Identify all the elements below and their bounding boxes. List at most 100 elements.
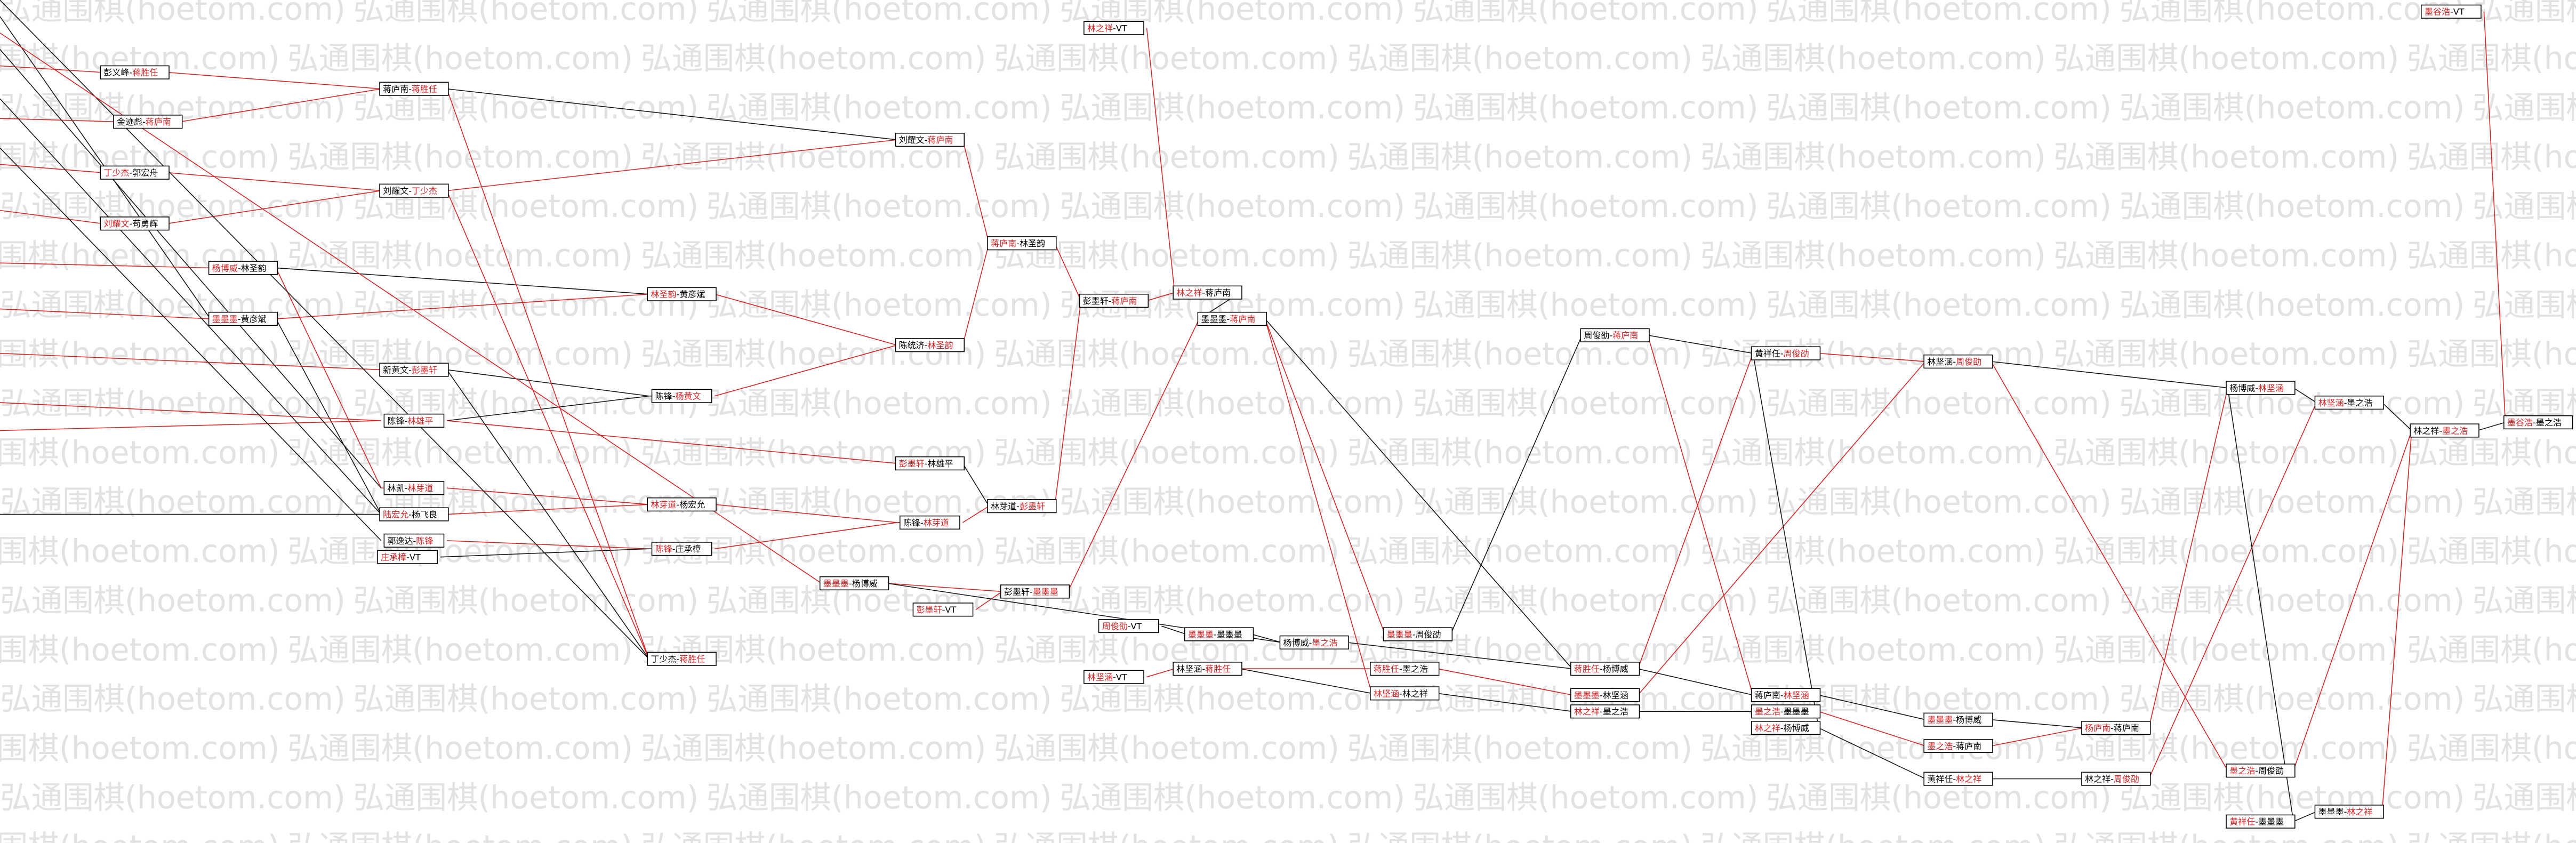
player-name: 墨墨墨 (1574, 690, 1600, 700)
player-name: 彭义峰 (103, 67, 129, 77)
match-node: 墨墨墨-林坚涵 (1570, 688, 1640, 702)
match-label: 林坚涵-周俊劭 (1927, 356, 1981, 366)
match-box (895, 456, 965, 471)
player-name: 刘耀文 (383, 186, 408, 196)
match-node: 周俊劭-蒋庐南 (1580, 328, 1650, 342)
player-name: 陈锋 (387, 415, 404, 425)
watermark-text: 弘通围棋(hoetom.com) (1347, 829, 1692, 843)
player-name: 彭墨轩 (917, 605, 942, 615)
player-name: 蒋庐南 (1230, 314, 1255, 324)
match-label: 林凯-林芽道 (387, 483, 433, 493)
match-node: 蒋庐南-林圣韵 (987, 236, 1057, 251)
separator: - (406, 552, 410, 562)
watermark-text: 弘通围棋(hoetom.com) (287, 533, 633, 569)
player-name: 林芽道 (991, 501, 1016, 511)
separator: - (1953, 774, 1956, 784)
player-name: 苟勇辉 (132, 219, 158, 229)
match-node: 陆宏允-杨飞良 (379, 507, 449, 521)
match-label: 林坚涵-林之祥 (1374, 688, 1428, 699)
watermark-text: 弘通围棋(hoetom.com) (2053, 336, 2399, 372)
player-name: 杨庐南 (2085, 723, 2110, 733)
player-name: 彭墨轩 (412, 365, 437, 375)
player-name: 墨谷浩 (2507, 417, 2533, 427)
separator: - (238, 263, 241, 273)
separator: - (1109, 295, 1112, 306)
match-box (100, 165, 170, 180)
watermark-text: 弘通围棋(hoetom.com) (0, 582, 346, 619)
watermark-text: 弘通围棋(hoetom.com) (0, 336, 280, 372)
match-node: 林坚涵-周俊劭 (1923, 354, 1993, 369)
match-label: 彭墨轩-蒋庐南 (1083, 295, 1137, 306)
separator: - (1128, 621, 1131, 631)
watermark-text: 弘通围棋(hoetom.com) (287, 139, 633, 175)
watermark-text: 弘通围棋(hoetom.com) (353, 681, 699, 717)
match-box (1570, 688, 1640, 702)
player-name: 郭宏舟 (132, 167, 158, 178)
watermark-text: 弘通围棋(hoetom.com) (353, 287, 699, 323)
player-name: 杨宏允 (679, 500, 705, 510)
match-box (1173, 285, 1242, 300)
separator: - (408, 84, 412, 94)
match-node: 陈锋-林雄平 (383, 413, 445, 428)
bracket-edge (0, 0, 649, 660)
match-box (1751, 721, 1821, 735)
watermark-text: 弘通围棋(hoetom.com) (1700, 632, 2046, 668)
match-node: 陈锋-林芽道 (899, 515, 960, 530)
match-box (899, 515, 960, 530)
watermark-text: 弘通围棋(hoetom.com) (1413, 287, 1759, 323)
watermark-text: 弘通围棋(hoetom.com) (2053, 435, 2399, 471)
player-name: 杨博威 (1784, 723, 1809, 733)
match-label: 周俊劭-蒋庐南 (1584, 330, 1638, 340)
player-name: 周俊劭 (2114, 774, 2139, 784)
match-box (651, 542, 712, 556)
match-node: 墨墨墨-林之祥 (2314, 805, 2384, 819)
bracket-edge (0, 262, 211, 269)
watermark-text: 弘通围棋(hoetom.com) (353, 582, 699, 619)
bracket-edge (0, 210, 102, 224)
match-box (1751, 704, 1821, 719)
match-label: 蒋庐南-蒋胜任 (383, 84, 437, 94)
player-name: VT (2453, 6, 2465, 17)
bracket-edge (0, 352, 381, 371)
match-node: 墨谷浩-墨之浩 (2503, 415, 2573, 430)
player-name: 蒋庐南 (1205, 287, 1231, 298)
player-name: 林坚涵 (2318, 397, 2344, 407)
match-node: 杨博威-墨之浩 (1279, 635, 1349, 649)
match-label: 陈锋-庄承樟 (655, 544, 701, 554)
match-node: 丁少杰-郭宏舟 (100, 165, 170, 180)
player-name: 墨墨墨 (1784, 706, 1809, 717)
separator: - (1780, 706, 1784, 717)
match-box (2314, 395, 2384, 410)
player-name: 蒋胜任 (679, 654, 705, 664)
player-name: 墨墨墨 (1188, 629, 1214, 639)
watermark-text: 弘通围棋(hoetom.com) (707, 386, 1052, 422)
player-name: 墨墨墨 (1927, 714, 1953, 725)
match-node: 墨之浩-墨墨墨 (1751, 704, 1821, 719)
match-node: 林之祥-VT (1084, 21, 1144, 35)
match-node: 杨博威-林圣韵 (208, 261, 278, 275)
match-box (1084, 21, 1144, 35)
player-name: 林坚涵 (1087, 672, 1113, 682)
match-node: 刘耀文-丁少杰 (379, 183, 449, 198)
player-name: VT (410, 552, 421, 562)
watermark-text: 弘通围棋(hoetom.com) (1347, 237, 1692, 274)
watermark-text: 弘通围棋(hoetom.com) (1413, 386, 1759, 422)
match-box (113, 115, 183, 129)
match-node: 陈统济-林圣韵 (895, 338, 965, 352)
match-node: 彭墨轩-林雄平 (895, 456, 965, 471)
match-node: 蒋胜任-墨之浩 (1370, 662, 1440, 676)
player-name: 蒋胜任 (1374, 664, 1399, 674)
match-node: 彭墨轩-VT (912, 603, 974, 617)
player-name: 墨墨墨 (1387, 629, 1413, 639)
match-node: 金迹彪-蒋庐南 (113, 115, 183, 129)
match-node: 黄祥任-墨墨墨 (2226, 814, 2296, 829)
match-label: 黄祥任-周俊劭 (1755, 348, 1809, 358)
player-name: 林坚涵 (1784, 690, 1809, 700)
separator: - (1016, 238, 1020, 248)
match-box (1370, 686, 1440, 701)
player-name: 新黄文 (383, 365, 408, 375)
player-name: 林之祥 (1574, 706, 1600, 717)
player-name: 金迹彪 (117, 117, 142, 127)
player-name: 墨之浩 (1755, 706, 1780, 717)
watermark-text: 弘通围棋(hoetom.com) (0, 681, 346, 717)
